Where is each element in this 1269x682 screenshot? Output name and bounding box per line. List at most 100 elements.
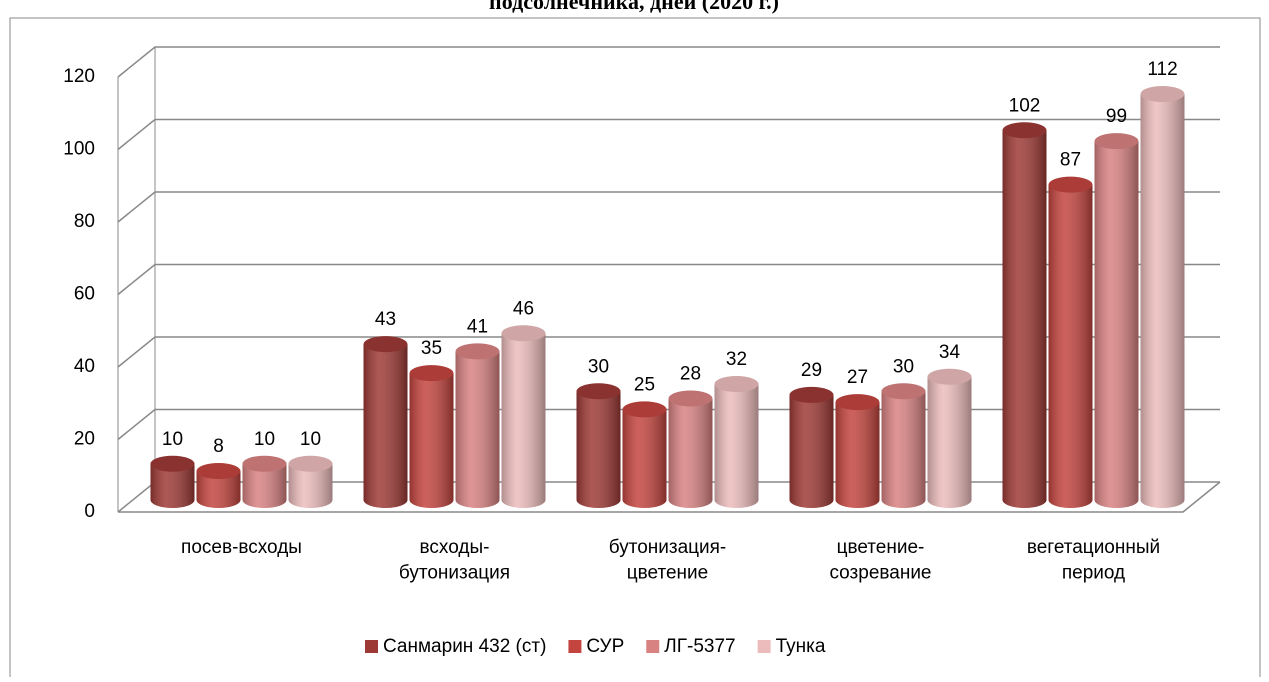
data-label: 99 — [1106, 106, 1127, 127]
y-tick-label: 40 — [74, 356, 95, 377]
bar — [1140, 86, 1185, 508]
data-label: 46 — [513, 298, 534, 319]
bar — [714, 376, 759, 508]
bar-top-shade — [1002, 122, 1047, 139]
bar-shade — [501, 333, 546, 508]
bar-top — [668, 390, 713, 407]
bar-top — [501, 325, 546, 342]
y-tick-label: 100 — [63, 139, 95, 160]
data-label: 87 — [1060, 150, 1081, 171]
bar — [1048, 176, 1093, 508]
bar-shade — [1048, 184, 1093, 508]
data-label: 8 — [213, 436, 224, 457]
bar-top-shade — [668, 390, 713, 407]
y-tick-label: 0 — [84, 501, 95, 522]
bar-top — [150, 455, 195, 472]
x-tick-label: бутонизация-цветение — [609, 537, 727, 584]
bar-top-shade — [1048, 176, 1093, 193]
data-label: 10 — [254, 429, 275, 450]
bar-top — [714, 376, 759, 392]
bar-shade — [714, 384, 759, 508]
bar-top-shade — [622, 401, 667, 418]
bar — [927, 368, 972, 508]
legend-label: Тунка — [776, 636, 826, 657]
floor-edge — [118, 481, 1221, 513]
bar — [409, 365, 454, 508]
bar — [622, 401, 667, 508]
grid-line — [117, 191, 1220, 223]
bar-top — [1140, 86, 1185, 102]
x-tick-label: вегетационный период — [1027, 537, 1160, 584]
bar-top-shade — [409, 365, 454, 382]
data-label: 10 — [162, 429, 183, 450]
bar — [789, 386, 834, 508]
data-label: 25 — [634, 374, 655, 395]
bar-top — [242, 455, 287, 472]
legend-swatch — [568, 640, 582, 653]
bar — [196, 463, 241, 508]
bar-top — [196, 463, 241, 479]
bar-top — [927, 368, 972, 385]
bar — [576, 383, 621, 508]
bar-shade — [288, 463, 333, 508]
data-label: 30 — [588, 356, 609, 377]
data-label: 10 — [300, 429, 321, 450]
bar-top — [789, 386, 834, 403]
bar-top — [409, 365, 454, 382]
bar-top-shade — [288, 455, 333, 472]
bar-shade — [927, 376, 972, 508]
x-tick-label: всходы-бутонизация — [399, 537, 510, 584]
bar-top-shade — [1140, 86, 1185, 102]
bar-shade — [789, 394, 834, 508]
legend-label: ЛГ-5377 — [664, 636, 735, 657]
bar-top-shade — [150, 455, 195, 472]
chart-title: подсолнечника, дней (2020 г.) — [489, 0, 779, 14]
bar-top-shade — [196, 463, 241, 479]
bar-shade — [150, 463, 195, 508]
data-label: 32 — [726, 349, 747, 370]
bar-top — [1094, 133, 1139, 150]
legend-label: Санмарин 432 (ст) — [383, 636, 546, 657]
data-label: 34 — [939, 342, 961, 363]
bar-shade — [835, 402, 880, 508]
bar-top-shade — [576, 383, 621, 400]
bar — [1094, 133, 1139, 508]
data-label: 102 — [1009, 95, 1041, 116]
bar — [363, 336, 408, 508]
y-tick-label: 80 — [74, 211, 95, 232]
chart-border — [9, 17, 1261, 677]
bar-shade — [363, 344, 408, 508]
bar-top-shade — [1094, 133, 1139, 150]
bar-top — [455, 343, 500, 360]
bar-top-shade — [242, 455, 287, 472]
y-tick-label: 60 — [74, 284, 95, 305]
bar — [668, 390, 713, 508]
data-label: 41 — [467, 316, 488, 337]
bar-shade — [196, 471, 241, 508]
y-tick-label: 20 — [74, 429, 95, 450]
bar-shade — [242, 463, 287, 508]
bar-shade — [622, 409, 667, 508]
bar-shade — [1094, 141, 1139, 508]
bar — [242, 455, 287, 508]
y-tick-label: 120 — [63, 66, 95, 87]
x-tick-label: цветение-созревание — [829, 537, 931, 584]
data-label: 27 — [847, 367, 868, 388]
bar-top — [1048, 176, 1093, 193]
bar — [455, 343, 500, 508]
data-label: 112 — [1147, 59, 1177, 80]
bar-top — [881, 383, 926, 400]
bar-shade — [1002, 130, 1047, 508]
bar-top-shade — [835, 394, 880, 411]
bar — [501, 325, 546, 508]
bar-shade — [881, 391, 926, 508]
bar-shade — [576, 391, 621, 508]
bar-top-shade — [789, 386, 834, 403]
bar — [1002, 122, 1047, 508]
x-tick-label: посев-всходы — [181, 537, 302, 558]
bar-top-shade — [455, 343, 500, 360]
bar-top-shade — [501, 325, 546, 342]
bar-top-shade — [881, 383, 926, 400]
bar-top-shade — [363, 336, 408, 353]
